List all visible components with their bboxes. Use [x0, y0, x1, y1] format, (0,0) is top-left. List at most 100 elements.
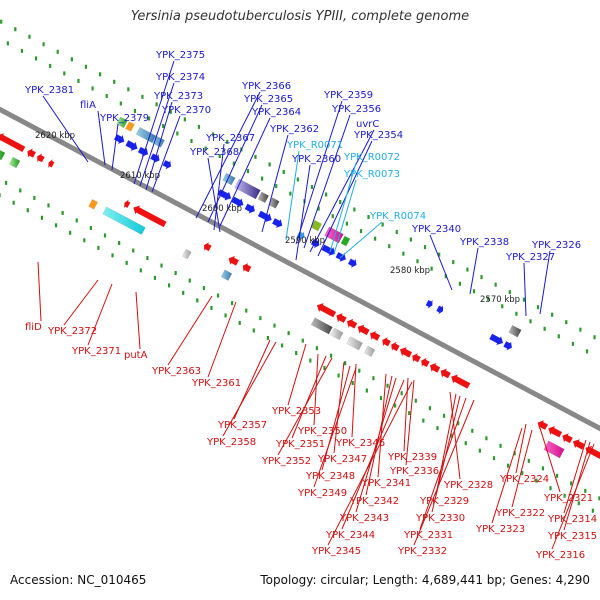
- reverse-gene-arrow: [242, 263, 252, 273]
- tick-mark: [47, 203, 50, 208]
- tick-mark: [84, 64, 88, 69]
- tick-mark: [551, 312, 554, 317]
- forward-gene-label: YPK_2375: [155, 50, 205, 61]
- reverse-gene-label: YPK_2324: [499, 474, 549, 485]
- forward-gene-arrow: [125, 140, 138, 151]
- tick-mark: [381, 222, 384, 227]
- tick-mark: [557, 334, 560, 339]
- tick-mark: [501, 304, 504, 309]
- tick-mark: [28, 34, 31, 39]
- forward-gene-label: YPK_2354: [353, 130, 403, 141]
- forward-gene-arrow: [217, 189, 232, 201]
- tick-mark: [282, 169, 285, 174]
- leader-line: [515, 423, 527, 474]
- feature-block: [181, 248, 192, 260]
- feature-block: [310, 219, 323, 232]
- leader-line: [139, 82, 175, 187]
- leader-line: [491, 427, 523, 524]
- reverse-gene-arrow: [412, 353, 421, 363]
- tick-mark: [169, 109, 172, 114]
- tick-mark: [273, 323, 276, 328]
- tick-mark: [261, 176, 264, 181]
- tick-mark: [91, 86, 94, 91]
- tick-mark: [585, 349, 589, 354]
- leader-line: [429, 234, 453, 291]
- forward-gene-arrow: [489, 333, 503, 345]
- forward-gene-arrow: [348, 258, 357, 268]
- tick-mark: [63, 71, 66, 76]
- tick-mark: [12, 200, 15, 205]
- forward-gene-label: YPK_2368: [189, 147, 239, 158]
- reverse-gene-label: fliD: [25, 322, 42, 333]
- tick-mark: [430, 266, 433, 271]
- rna-gene-label: YPK_R0071: [286, 140, 343, 151]
- leader-line: [213, 143, 225, 231]
- tick-mark: [452, 260, 455, 265]
- tick-mark: [174, 271, 177, 276]
- leader-line: [539, 250, 551, 315]
- reverse-gene-label: YPK_2344: [325, 530, 375, 541]
- tick-mark: [287, 331, 290, 336]
- tick-mark: [571, 341, 575, 346]
- tick-mark: [309, 358, 312, 363]
- reverse-gene-arrow: [451, 374, 471, 389]
- leader-line: [511, 429, 533, 508]
- leader-line: [87, 283, 113, 346]
- reverse-gene-label: YPK_2363: [151, 366, 201, 377]
- leader-line: [539, 427, 561, 493]
- tick-mark: [331, 214, 334, 219]
- tick-mark: [414, 398, 417, 403]
- tick-mark: [541, 466, 545, 471]
- tick-mark: [70, 57, 73, 62]
- tick-mark: [409, 237, 412, 242]
- forward-gene-arrow: [257, 210, 272, 222]
- tick-mark: [0, 19, 3, 24]
- tick-mark: [515, 311, 518, 316]
- rna-gene-label: YPK_R0073: [343, 169, 400, 180]
- tick-mark: [315, 346, 319, 351]
- forward-gene-arrow: [231, 196, 244, 207]
- tick-mark: [466, 267, 469, 272]
- forward-gene-arrow: [296, 231, 305, 241]
- tick-mark: [125, 260, 128, 265]
- tick-mark: [141, 94, 144, 99]
- tick-mark: [317, 206, 320, 211]
- reverse-gene-label: YPK_2348: [305, 471, 355, 482]
- reverse-gene-arrow: [370, 331, 381, 341]
- tick-mark: [75, 218, 78, 223]
- tick-mark: [471, 428, 474, 433]
- tick-mark: [14, 27, 17, 32]
- tick-mark: [202, 286, 205, 291]
- tick-mark: [367, 215, 370, 220]
- tick-mark: [0, 193, 1, 198]
- forward-gene-label: YPK_2370: [161, 105, 211, 116]
- leader-line: [135, 291, 141, 350]
- kbp-label: 2570 kbp: [480, 295, 520, 305]
- tick-mark: [358, 368, 361, 373]
- tick-mark: [593, 335, 596, 340]
- tick-mark: [508, 290, 511, 295]
- tick-mark: [513, 451, 516, 456]
- forward-gene-label: YPK_2366: [241, 81, 291, 92]
- feature-block: [222, 172, 236, 186]
- tick-mark: [393, 403, 397, 408]
- tick-mark: [147, 116, 151, 121]
- tick-mark: [146, 256, 149, 261]
- kbp-label: 2620 kbp: [35, 131, 75, 141]
- reverse-gene-arrow: [548, 426, 563, 438]
- leader-line: [277, 357, 333, 456]
- reverse-gene-label: YPK_2339: [387, 452, 437, 463]
- leader-line: [145, 101, 173, 191]
- tick-mark: [579, 327, 582, 332]
- leader-line: [327, 381, 413, 546]
- reverse-gene-arrow: [347, 318, 358, 329]
- reverse-gene-label: YPK_2346: [335, 438, 385, 449]
- tick-mark: [494, 282, 497, 287]
- tick-mark: [89, 225, 92, 230]
- leader-line: [341, 379, 405, 530]
- tick-mark: [167, 283, 171, 288]
- tick-mark: [450, 433, 453, 438]
- reverse-gene-arrow: [317, 303, 337, 318]
- tick-mark: [224, 313, 227, 318]
- tick-mark: [591, 508, 594, 513]
